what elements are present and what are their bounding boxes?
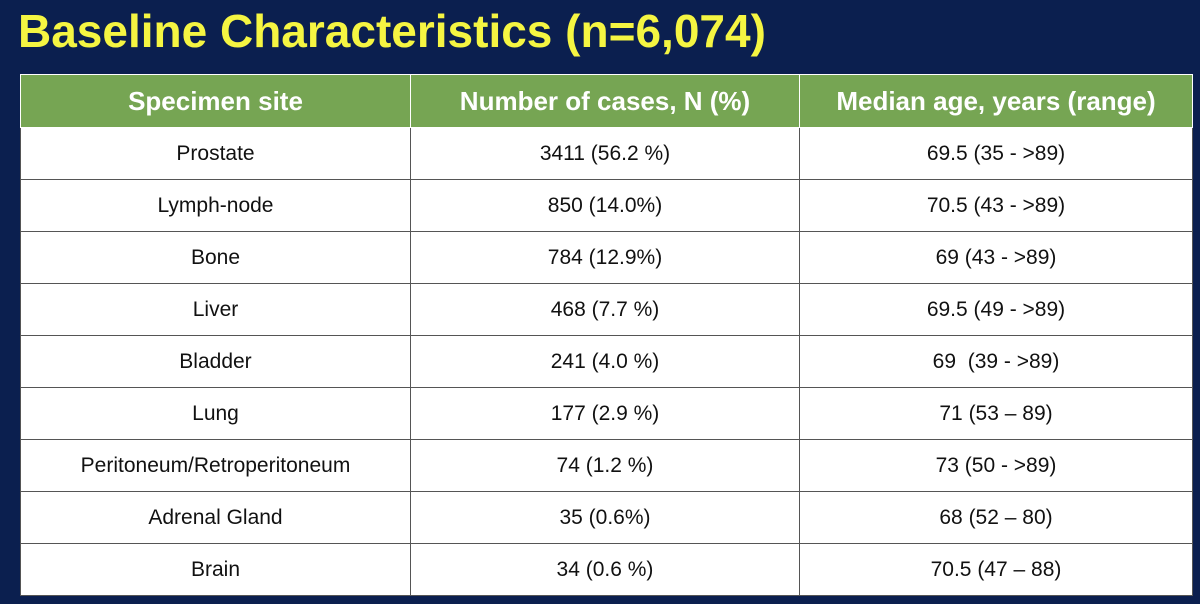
table-cell: 34 (0.6 %) [410,543,800,596]
table-row: Lymph-node 850 (14.0%) 70.5 (43 - >89) [20,179,1193,232]
table-cell: 69.5 (49 - >89) [799,283,1193,336]
table-cell: 69.5 (35 - >89) [799,127,1193,180]
table-cell: 74 (1.2 %) [410,439,800,492]
column-header: Number of cases, N (%) [410,74,800,128]
column-header: Specimen site [20,74,411,128]
table-cell: 177 (2.9 %) [410,387,800,440]
table-body: Prostate 3411 (56.2 %) 69.5 (35 - >89) Lymp… [20,127,1193,596]
table-cell: 35 (0.6%) [410,491,800,544]
table-cell: 784 (12.9%) [410,231,800,284]
table-cell: 3411 (56.2 %) [410,127,800,180]
column-header: Median age, years (range) [799,74,1193,128]
data-table: Specimen site Number of cases, N (%) Media… [20,74,1193,596]
table-cell: Liver [20,283,411,336]
table-row: Peritoneum/Retroperitoneum 74 (1.2 %) 73 (… [20,439,1193,492]
table-cell: 468 (7.7 %) [410,283,800,336]
table-cell: Bladder [20,335,411,388]
table-row: Brain 34 (0.6 %) 70.5 (47 – 88) [20,543,1193,596]
header-row: Specimen site Number of cases, N (%) Media… [20,74,1193,128]
table-cell: 70.5 (43 - >89) [799,179,1193,232]
table-cell: 68 (52 – 80) [799,491,1193,544]
table-cell: Peritoneum/Retroperitoneum [20,439,411,492]
table-cell: 71 (53 – 89) [799,387,1193,440]
table-cell: 69 (43 - >89) [799,231,1193,284]
table-row: Adrenal Gland 35 (0.6%) 68 (52 – 80) [20,491,1193,544]
table-row: Lung 177 (2.9 %) 71 (53 – 89) [20,387,1193,440]
table-cell: Lung [20,387,411,440]
table-row: Prostate 3411 (56.2 %) 69.5 (35 - >89) [20,127,1193,180]
table-cell: Brain [20,543,411,596]
table-row: Liver 468 (7.7 %) 69.5 (49 - >89) [20,283,1193,336]
table-cell: Lymph-node [20,179,411,232]
table-cell: Adrenal Gland [20,491,411,544]
table-row: Bladder 241 (4.0 %) 69 (39 - >89) [20,335,1193,388]
table-cell: 850 (14.0%) [410,179,800,232]
table-cell: Prostate [20,127,411,180]
table-cell: 70.5 (47 – 88) [799,543,1193,596]
table-row: Bone 784 (12.9%) 69 (43 - >89) [20,231,1193,284]
table-cell: 241 (4.0 %) [410,335,800,388]
slide-title: Baseline Characteristics (n=6,074) [18,5,766,57]
table-cell: 69 (39 - >89) [799,335,1193,388]
table-cell: Bone [20,231,411,284]
table-cell: 73 (50 - >89) [799,439,1193,492]
